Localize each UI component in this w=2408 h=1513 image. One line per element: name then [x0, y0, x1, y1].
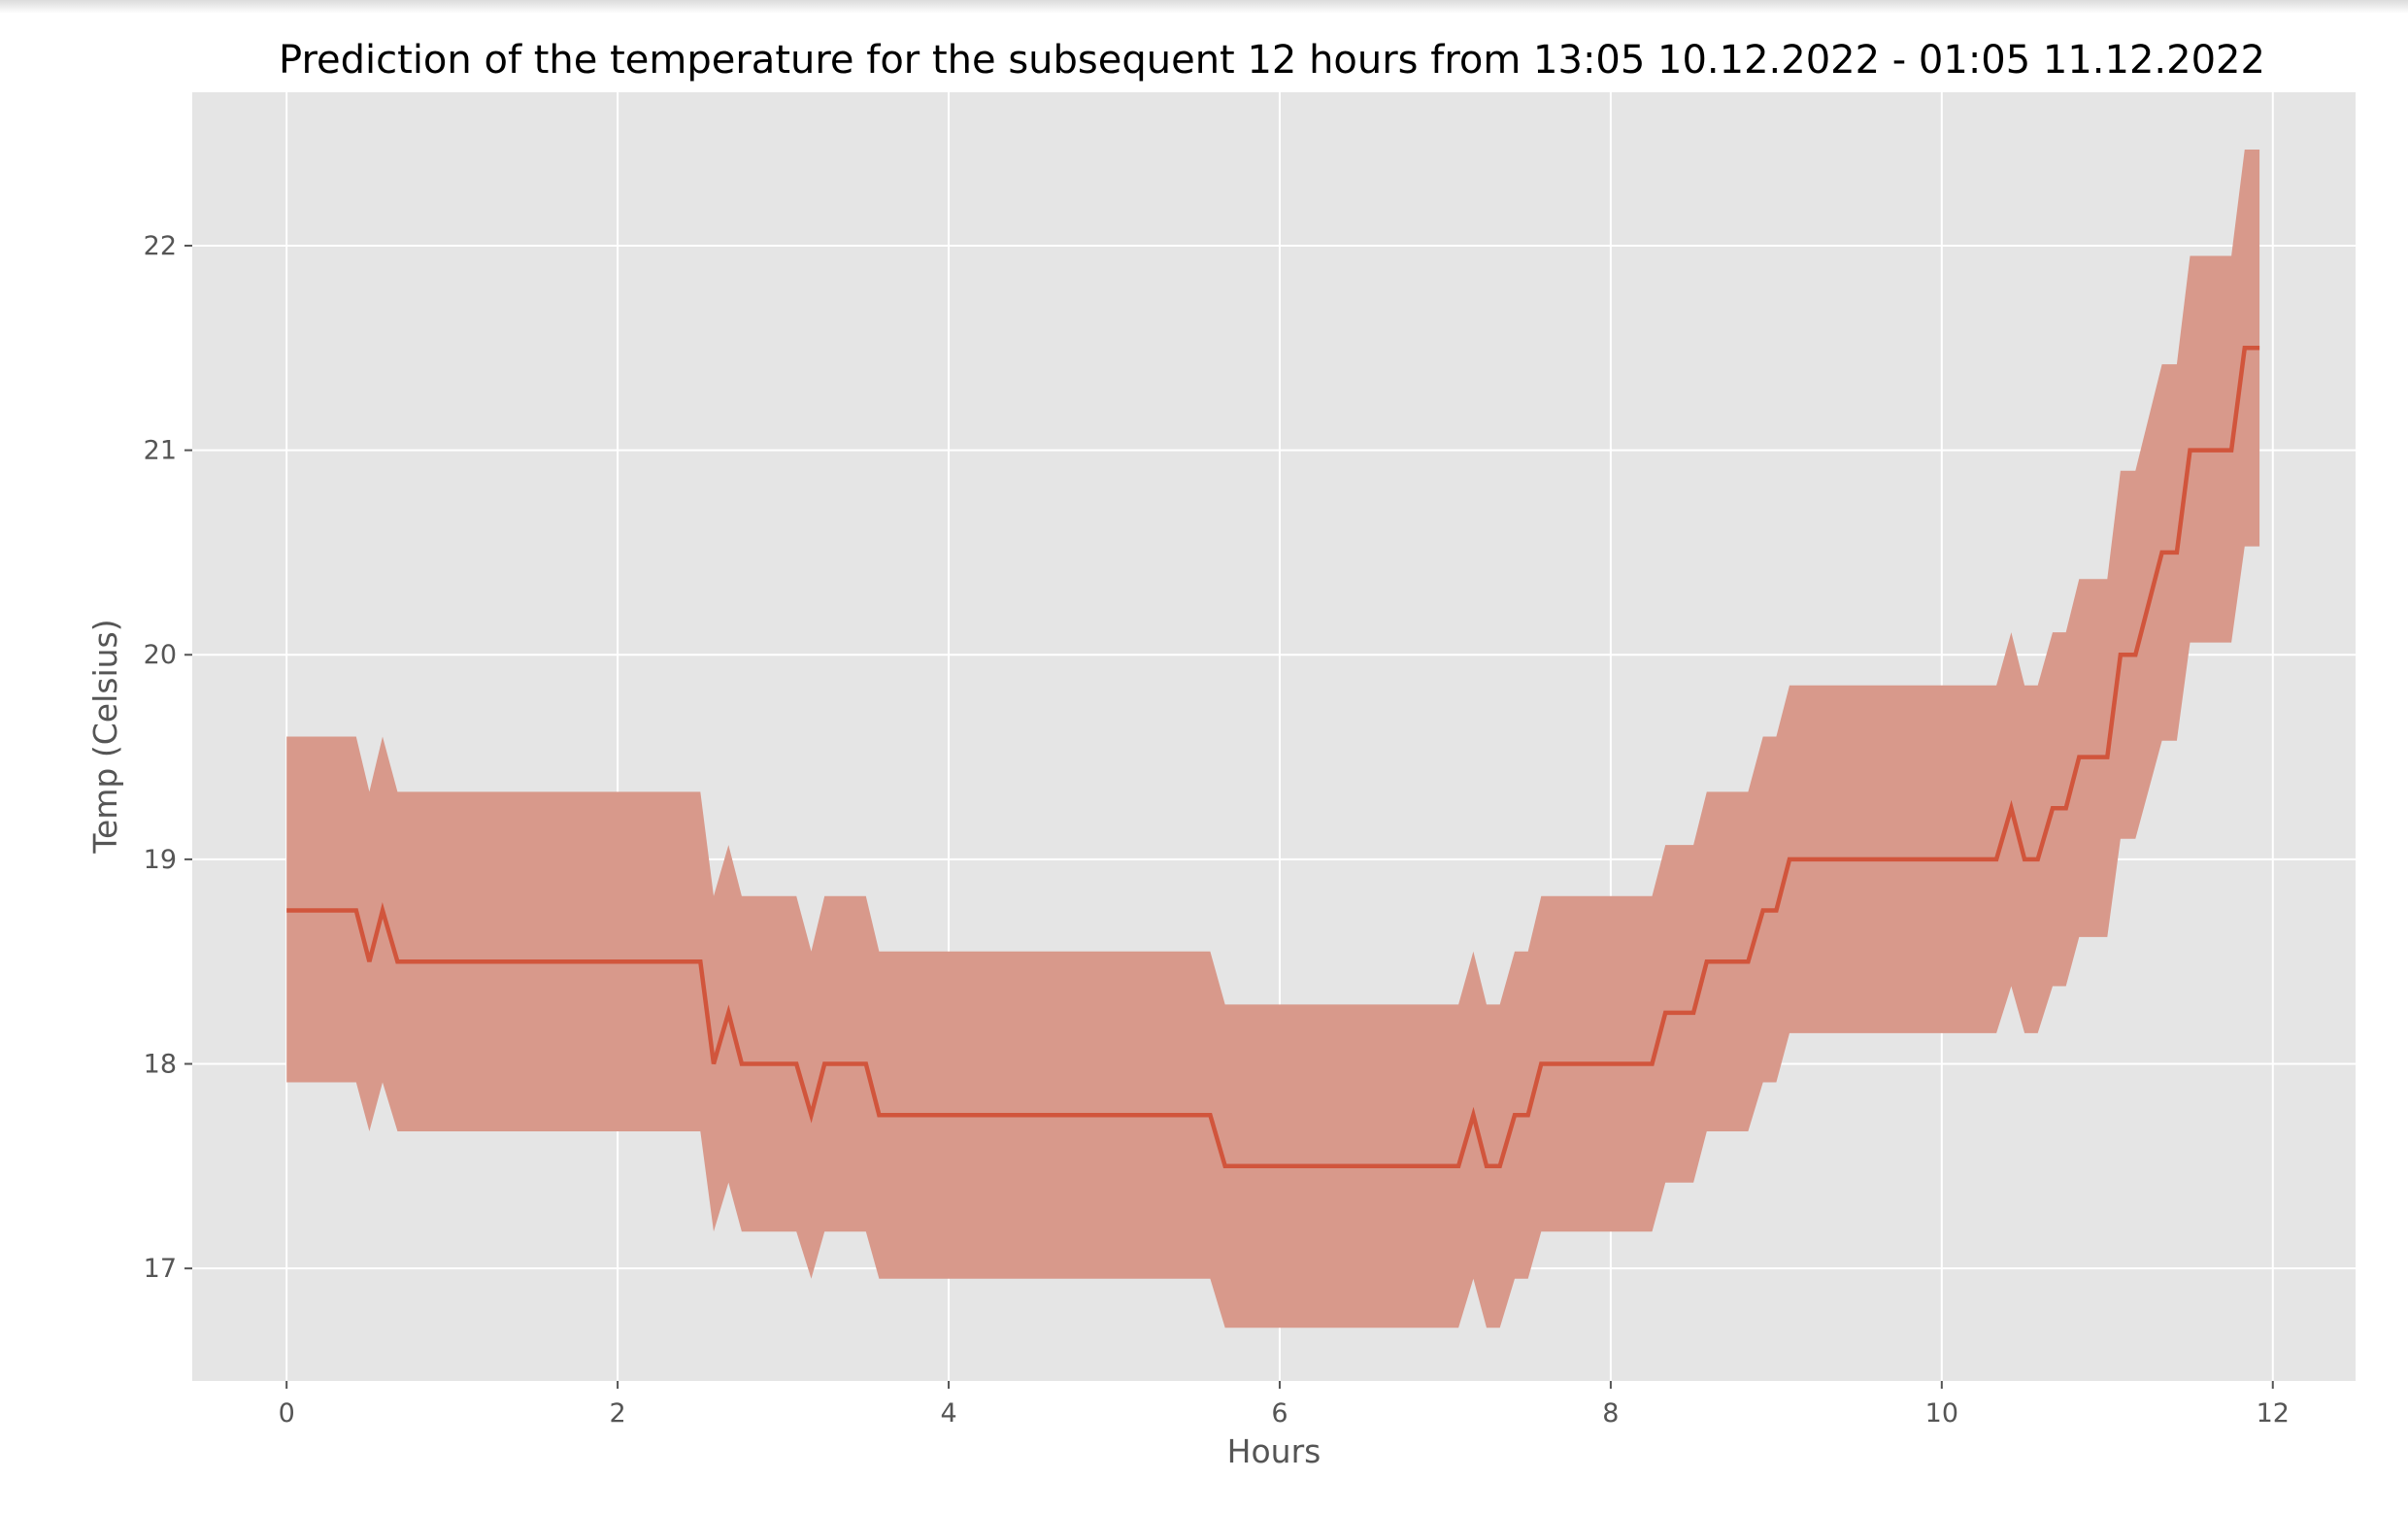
- y-tick-label: 19: [144, 845, 177, 875]
- x-tick-label: 4: [940, 1398, 956, 1429]
- y-tick-label: 17: [144, 1254, 177, 1284]
- x-axis-label: Hours: [1227, 1432, 1321, 1470]
- y-tick-label: 22: [144, 231, 177, 261]
- x-tick-label: 6: [1271, 1398, 1288, 1429]
- predicted-temperature-line: [286, 346, 2260, 1169]
- x-tick-label: 12: [2257, 1398, 2290, 1429]
- y-tick-label: 21: [144, 436, 177, 466]
- x-tick-label: 8: [1602, 1398, 1619, 1429]
- x-tick-label: 2: [610, 1398, 626, 1429]
- y-axis-label: Temp (Celsius): [86, 619, 124, 854]
- x-tick-label: 10: [1925, 1398, 1958, 1429]
- chart-title: Prediction of the temperature for the su…: [279, 38, 2265, 83]
- y-tick-label: 18: [144, 1050, 177, 1080]
- y-tick-label: 20: [144, 640, 177, 670]
- x-tick-label: 0: [279, 1398, 295, 1429]
- y-axis-ticks: 17 18 19 20 21 22: [144, 231, 192, 1284]
- window-top-shadow: [0, 0, 2408, 14]
- prediction-interval-band: [286, 150, 2260, 1328]
- x-axis-ticks: 0 2 4 6 8 10 12: [279, 1381, 2290, 1429]
